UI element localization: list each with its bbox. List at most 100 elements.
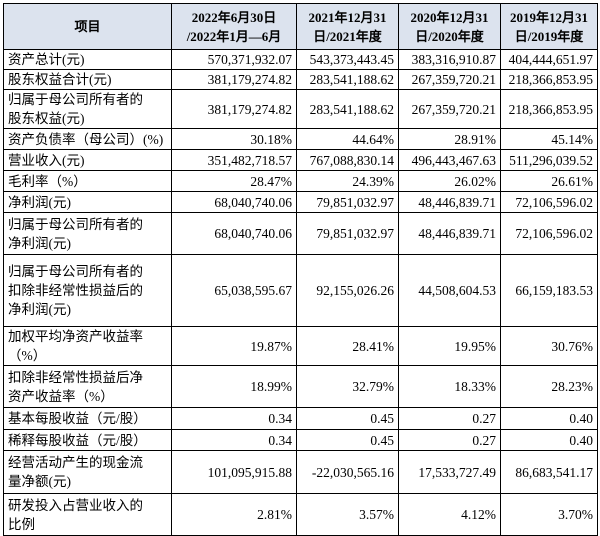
value-cell: 351,482,718.57 [171, 149, 297, 171]
cell-text: 3.57% [359, 507, 394, 522]
cell-text: 28.41% [352, 338, 394, 354]
row-label: 净利润(元) [3, 191, 172, 213]
cell-text: 26.61% [551, 173, 593, 189]
cell-text: 2019年12月31 [509, 9, 588, 25]
cell-text: 45.14% [551, 131, 593, 147]
row-label: 扣除非经常性损益后净 资产收益率（%） [3, 365, 172, 408]
cell-text: 4.12% [461, 507, 496, 522]
value-cell: 45.14% [500, 128, 598, 150]
value-cell: 68,040,740.06 [171, 191, 297, 213]
value-cell: 0.34 [171, 407, 297, 430]
cell-text: 44.64% [352, 131, 394, 147]
cell-text: 767,088,830.14 [309, 152, 394, 168]
value-cell: 283,541,188.62 [296, 69, 399, 90]
value-cell: 283,541,188.62 [296, 89, 399, 129]
table-row: 基本每股收益（元/股） 0.34 0.45 0.27 0.40 [3, 407, 598, 430]
value-cell: 72,106,596.02 [500, 191, 598, 213]
row-label: 归属于母公司所有者的 净利润(元) [3, 212, 172, 255]
cell-text: 570,371,932.07 [207, 52, 292, 67]
value-cell: 30.76% [500, 326, 598, 366]
cell-text: 381,179,274.82 [207, 101, 292, 117]
value-cell: 543,373,443.45 [296, 49, 399, 70]
table-row: 归属于母公司所有者的 净利润(元) 68,040,740.06 79,851,032.… [3, 212, 598, 255]
cell-text: 2021年12月31 [308, 9, 387, 25]
value-cell: 19.87% [171, 326, 297, 366]
value-cell: 92,155,026.26 [296, 254, 399, 327]
cell-text: 283,541,188.62 [309, 101, 394, 117]
cell-text: 归属于母公司所有者的 [8, 264, 143, 279]
cell-text: 股东权益(元) [8, 111, 85, 126]
cell-text: 加权平均净资产收益率 [8, 329, 143, 344]
cell-text: 32.79% [352, 379, 394, 394]
value-cell: 101,095,915.88 [171, 450, 297, 494]
value-cell: 79,851,032.97 [296, 212, 399, 255]
cell-text: 净利润(元) [8, 235, 71, 251]
cell-text: 48,446,839.71 [418, 226, 496, 241]
value-cell: 24.39% [296, 170, 399, 192]
cell-text: 543,373,443.45 [309, 52, 394, 67]
value-cell: 0.34 [171, 429, 297, 451]
row-label: 稀释每股收益（元/股） [3, 429, 172, 451]
value-cell: 19.95% [398, 326, 501, 366]
table-row: 营业收入(元) 351,482,718.57 767,088,830.14 496,4… [3, 149, 598, 171]
cell-text: 383,316,910.87 [411, 52, 496, 67]
value-cell: 511,296,039.52 [500, 149, 598, 171]
cell-text: 日/2020年度 [415, 28, 484, 44]
cell-text: 比例 [8, 516, 35, 532]
cell-text: 404,444,651.97 [508, 52, 593, 67]
cell-text: 0.45 [370, 411, 394, 426]
cell-text: 101,095,915.88 [207, 464, 292, 480]
value-cell: 72,106,596.02 [500, 212, 598, 255]
table-row: 股东权益合计(元) 381,179,274.82 283,541,188.62 267… [3, 69, 598, 90]
header-cell: 项目 [3, 3, 172, 50]
value-cell: 44.64% [296, 128, 399, 150]
cell-text: 2.81% [257, 507, 292, 522]
cell-text: 68,040,740.06 [214, 226, 292, 241]
table-row: 毛利率（%） 28.47% 24.39% 26.02% 26.61% [3, 170, 598, 192]
row-label: 研发投入占营业收入的 比例 [3, 493, 172, 536]
cell-text: 资产总计(元) [8, 52, 85, 67]
value-cell: 0.40 [500, 429, 598, 451]
row-label: 营业收入(元) [3, 149, 172, 171]
cell-text: 66,159,183.53 [515, 283, 593, 298]
cell-text: 2022年6月30日 [191, 9, 277, 25]
cell-text: 351,482,718.57 [207, 152, 292, 168]
cell-text: 496,443,467.63 [411, 152, 496, 168]
cell-text: 0.34 [268, 432, 292, 448]
row-label: 毛利率（%） [3, 170, 172, 192]
value-cell: 3.70% [500, 493, 598, 536]
value-cell: 30.18% [171, 128, 297, 150]
value-cell: 18.99% [171, 365, 297, 408]
cell-text: 项目 [74, 19, 101, 34]
table-row: 稀释每股收益（元/股） 0.34 0.45 0.27 0.40 [3, 429, 598, 451]
value-cell: 404,444,651.97 [500, 49, 598, 70]
value-cell: 4.12% [398, 493, 501, 536]
cell-text: 79,851,032.97 [316, 194, 394, 210]
cell-text: 18.99% [250, 379, 292, 394]
cell-text: 扣除非经常性损益后的 [8, 283, 143, 298]
cell-text: 0.27 [472, 411, 496, 426]
cell-text: 28.23% [551, 379, 593, 394]
value-cell: 267,359,720.21 [398, 89, 501, 129]
table-row: 加权平均净资产收益率 （%） 19.87% 28.41% 19.95% 30.76% [3, 326, 598, 366]
cell-text: 归属于母公司所有者的 [8, 216, 143, 232]
cell-text: 79,851,032.97 [316, 226, 394, 241]
cell-text: 3.70% [558, 507, 593, 522]
cell-text: 68,040,740.06 [214, 194, 292, 210]
cell-text: 日/2021年度 [313, 28, 382, 44]
header-cell: 2022年6月30日/2022年1月—6月 [171, 3, 297, 50]
value-cell: 48,446,839.71 [398, 191, 501, 213]
cell-text: 研发投入占营业收入的 [8, 497, 143, 513]
value-cell: 26.02% [398, 170, 501, 192]
cell-text: 资产负债率（母公司）(%) [8, 131, 164, 147]
value-cell: 2.81% [171, 493, 297, 536]
row-label: 经营活动产生的现金流 量净额(元) [3, 450, 172, 494]
row-label: 股东权益合计(元) [3, 69, 172, 90]
header-row: 项目 2022年6月30日/2022年1月—6月 2021年12月31 日/2021年… [3, 3, 598, 50]
cell-text: 28.47% [250, 173, 292, 189]
cell-text: 量净额(元) [8, 474, 71, 489]
value-cell: 66,159,183.53 [500, 254, 598, 327]
cell-text: 0.40 [569, 411, 593, 426]
cell-text: 218,366,853.95 [508, 101, 593, 117]
